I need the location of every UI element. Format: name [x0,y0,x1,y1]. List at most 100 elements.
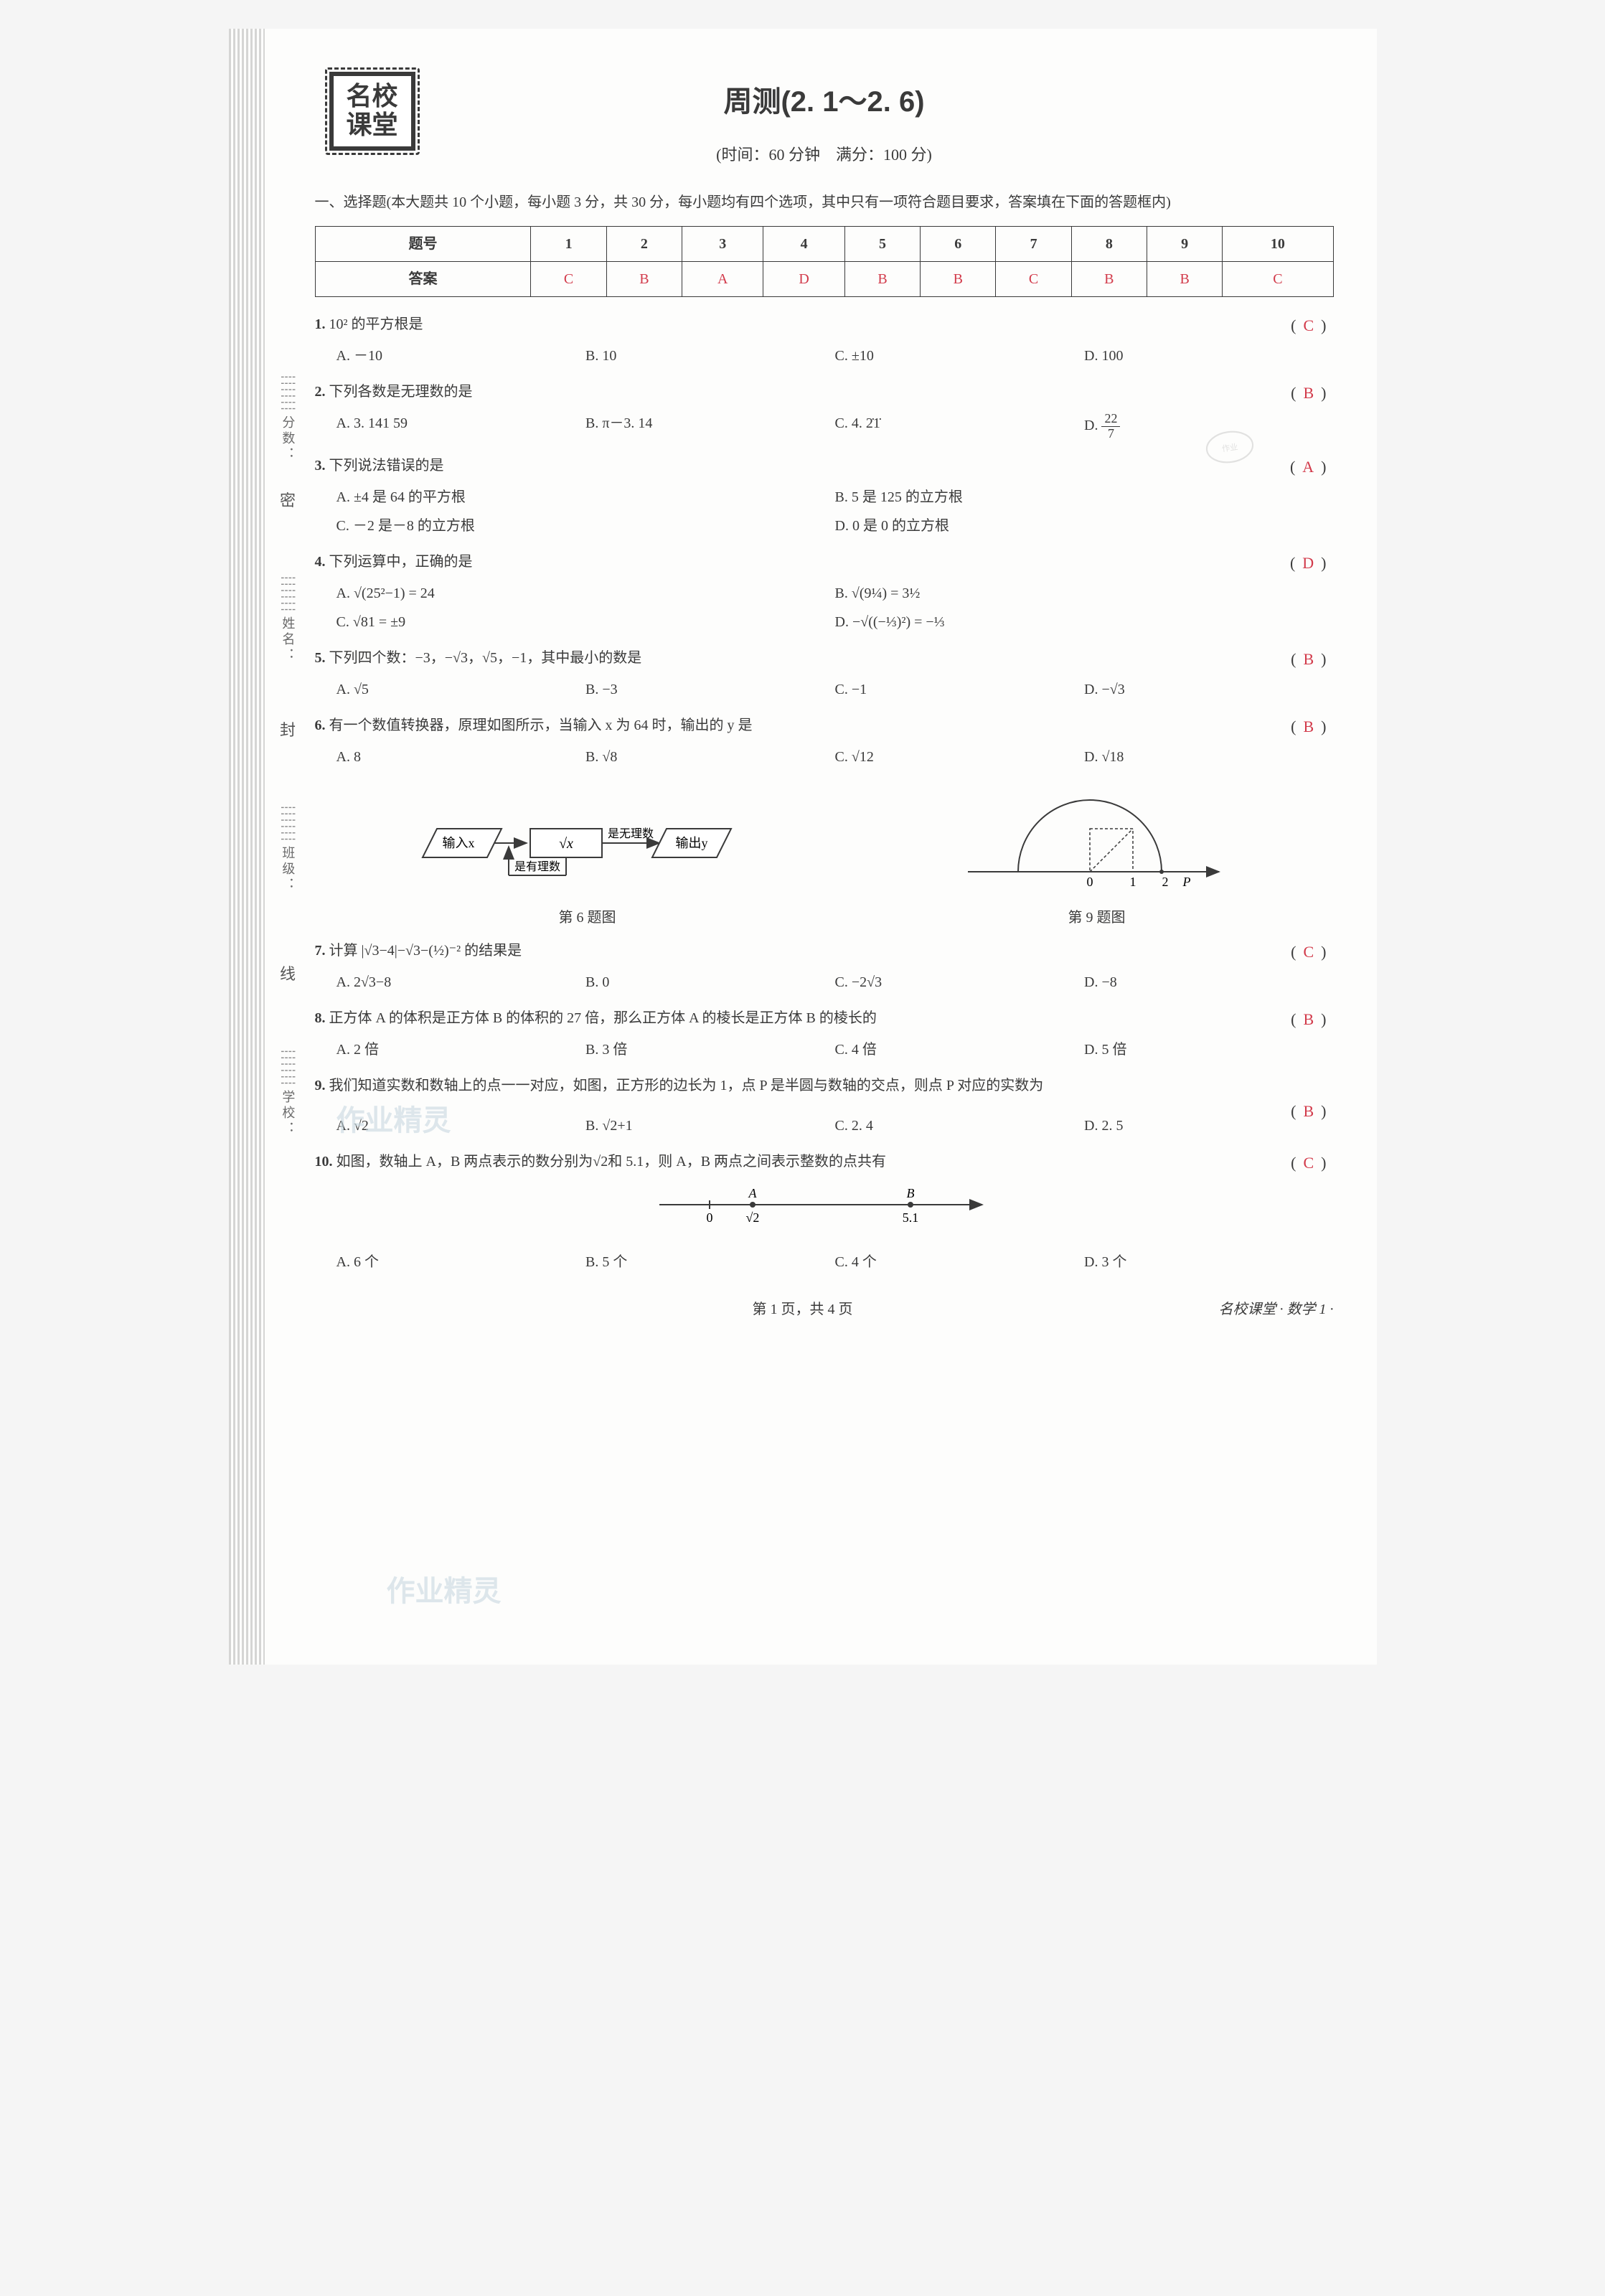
question-7: 7. 计算 |√3−4|−√3−(½)⁻² 的结果是 (C) [315,939,1334,962]
side-name-label: 姓名： [278,616,298,664]
content-body: 一、选择题(本大题共 10 个小题，每小题 3 分，共 30 分，每小题均有四个… [315,189,1334,1321]
grid-answer-label: 答案 [315,262,531,297]
q1-opt-b: B. 10 [585,342,835,370]
q8-opt-b: B. 3 倍 [585,1035,835,1064]
page-header: 周测(2. 1～2. 6) (时间：60 分钟 满分：100 分) [315,79,1334,167]
q9-opt-b: B. √2+1 [585,1111,835,1140]
grid-col-5: 5 [844,227,920,262]
q1-text: 10² 的平方根是 [329,316,423,332]
question-2: 2. 下列各数是无理数的是 (B) [315,380,1334,403]
q2-d-prefix: D. [1084,418,1101,433]
q10-opt-d: D. 3 个 [1084,1248,1334,1276]
q10-opt-b: B. 5 个 [585,1248,835,1276]
grid-col-6: 6 [921,227,996,262]
q7-number: 7. [315,943,329,959]
q1-number: 1. [315,316,329,332]
fig6-irr: 是无理数 [607,827,653,840]
q9-options: A. √2 B. √2+1 C. 2. 4 D. 2. 5 [336,1111,1334,1140]
question-4: 4. 下列运算中，正确的是 (D) [315,550,1334,573]
q4-opt-a: A. √(25²−1) = 24 [336,579,835,608]
q2-opt-b: B. π－3. 14 [585,409,835,444]
fig6-output: 输出y [675,836,707,850]
q2-opt-a: A. 3. 141 59 [336,409,586,444]
fig10-zero: 0 [706,1210,712,1225]
svg-text:作业: 作业 [1221,442,1238,453]
q1-options: A. －10 B. 10 C. ±10 D. 100 [336,342,1334,370]
grid-ans-7: C [996,262,1071,297]
q4-text: 下列运算中，正确的是 [329,554,473,570]
q4-opt-c: C. √81 = ±9 [336,608,835,636]
q6-opt-d: D. √18 [1084,743,1334,771]
q5-opt-a: A. √5 [336,675,586,704]
fig10-a: A [748,1186,757,1200]
fig6-input: 输入x [442,836,474,850]
q7-text: 计算 |√3−4|−√3−(½)⁻² 的结果是 [329,943,522,959]
figure-9-svg: 0 1 2 P [961,786,1233,893]
q2-answer-slot: (B) [1291,380,1326,405]
side-school-label: 学校： [278,1090,298,1137]
grid-ans-1: C [531,262,606,297]
question-9: 9. 我们知道实数和数轴上的点一一对应，如图，正方形的边长为 1，点 P 是半圆… [315,1074,1334,1097]
q5-opt-c: C. −1 [835,675,1085,704]
q7-opt-c: C. −2√3 [835,968,1085,997]
q10-answer-slot: (C) [1291,1150,1326,1175]
q4-answer: D [1295,554,1321,572]
q5-answer-slot: (B) [1291,646,1326,672]
grid-ans-10: C [1223,262,1333,297]
q10-opt-c: C. 4 个 [835,1248,1085,1276]
q5-answer: B [1296,650,1321,668]
question-3: 3. 下列说法错误的是 (A) [315,454,1334,477]
q2-answer: B [1296,384,1321,402]
q8-options: A. 2 倍 B. 3 倍 C. 4 倍 D. 5 倍 [336,1035,1334,1064]
binding-edge-decoration [229,29,265,1665]
fig10-sqrt2: √2 [745,1210,759,1225]
q6-answer-slot: (B) [1291,714,1326,739]
grid-ans-2: B [606,262,682,297]
grid-ans-4: D [763,262,844,297]
grid-col-3: 3 [682,227,763,262]
question-6: 6. 有一个数值转换器，原理如图所示，当输入 x 为 64 时，输出的 y 是 … [315,714,1334,737]
q3-opt-c: C. －2 是－8 的立方根 [336,512,835,540]
answer-grid-header-row: 题号 1 2 3 4 5 6 7 8 9 10 [315,227,1333,262]
side-marker-xian: 线 [280,961,296,987]
watermark-2: 作业精灵 [387,1568,502,1614]
question-5: 5. 下列四个数：−3，−√3，√5，−1，其中最小的数是 (B) [315,646,1334,669]
q7-opt-a: A. 2√3−8 [336,968,586,997]
side-marker-feng: 封 [280,718,296,743]
q10-text: 如图，数轴上 A，B 两点表示的数分别为√2和 5.1，则 A，B 两点之间表示… [336,1154,887,1170]
q9-opt-a: A. √2 [336,1111,586,1140]
figure-6: 输入x √x 是无理数 输出y 是有理数 [415,793,760,929]
q5-opt-b: B. −3 [585,675,835,704]
q8-opt-d: D. 5 倍 [1084,1035,1334,1064]
question-8: 8. 正方体 A 的体积是正方体 B 的体积的 27 倍，那么正方体 A 的棱长… [315,1007,1334,1030]
fig6-sqrt: √x [559,836,573,852]
grid-ans-3: A [682,262,763,297]
q4-opt-b: B. √(9¼) = 3½ [835,579,1334,608]
q8-answer: B [1296,1010,1321,1028]
grid-ans-8: B [1071,262,1147,297]
q2-text: 下列各数是无理数的是 [329,384,473,400]
grid-col-9: 9 [1147,227,1222,262]
q8-opt-c: C. 4 倍 [835,1035,1085,1064]
q8-text: 正方体 A 的体积是正方体 B 的体积的 27 倍，那么正方体 A 的棱长是正方… [329,1010,877,1026]
grid-col-8: 8 [1071,227,1147,262]
fig9-one: 1 [1129,875,1136,889]
figure-6-svg: 输入x √x 是无理数 输出y 是有理数 [415,793,760,893]
q3-answer: A [1295,458,1321,476]
q8-number: 8. [315,1010,329,1026]
dash-seg: ┊┊┊┊┊┊ [278,373,298,411]
grid-header-label: 题号 [315,227,531,262]
fig9-zero: 0 [1086,875,1093,889]
grid-ans-6: B [921,262,996,297]
q3-number: 3. [315,458,329,474]
fig9-caption: 第 9 题图 [961,906,1233,929]
fig10-bval: 5.1 [902,1210,918,1225]
fig6-caption: 第 6 题图 [415,906,760,929]
side-marker-mi: 密 [280,488,296,513]
q7-answer-slot: (C) [1291,939,1326,964]
q3-opt-b: B. 5 是 125 的立方根 [835,483,1334,512]
grid-col-2: 2 [606,227,682,262]
q6-text: 有一个数值转换器，原理如图所示，当输入 x 为 64 时，输出的 y 是 [329,718,753,733]
dash-seg: ┊┊┊┊┊┊ [278,1048,298,1086]
q9-text: 我们知道实数和数轴上的点一一对应，如图，正方形的边长为 1，点 P 是半圆与数轴… [329,1078,1044,1093]
